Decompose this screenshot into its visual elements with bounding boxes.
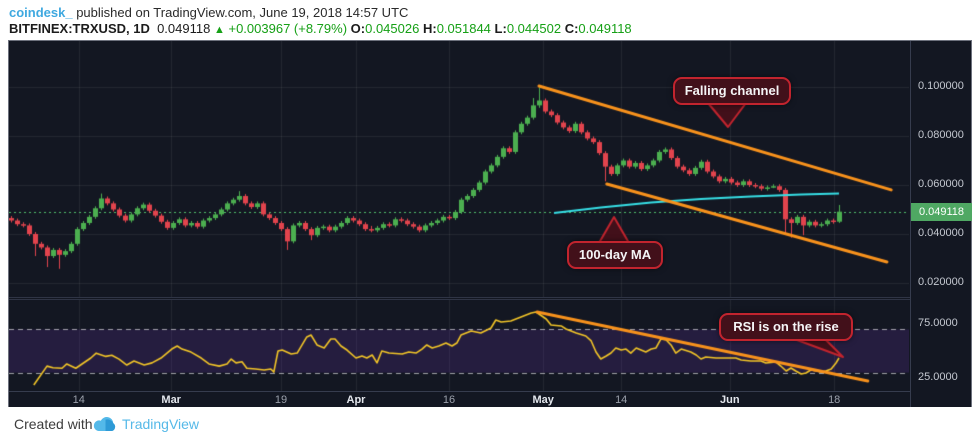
price-tick-label: 0.100000	[918, 80, 964, 92]
price-change: +0.003967 (+8.79%)	[228, 21, 348, 36]
published-text: published on TradingView.com, June 19, 2…	[72, 5, 409, 20]
high-value: 0.051844	[436, 21, 491, 36]
price-tick-label: 0.040000	[918, 227, 964, 239]
footer: Created with TradingView	[0, 407, 975, 442]
ohlc-readout: O:0.045026 H:0.051844 L:0.044502 C:0.049…	[351, 21, 632, 36]
tradingview-logo-icon[interactable]	[92, 415, 118, 438]
rsi-tick-label: 75.0000	[918, 317, 958, 329]
time-tick-label: 14	[615, 394, 628, 406]
author-link[interactable]: coindesk_	[9, 5, 73, 20]
price-tick-label: 0.020000	[918, 276, 964, 288]
time-tick-label: 19	[274, 394, 288, 406]
chart-block: 14 Mar 19 Apr 16 May 14 Jun 18 0.049118 0.100000…	[8, 40, 972, 409]
pane-separator[interactable]	[9, 297, 971, 300]
publish-info: coindesk_ published on TradingView.com, …	[9, 5, 408, 20]
header: coindesk_ published on TradingView.com, …	[0, 0, 975, 40]
time-axis[interactable]: 14 Mar 19 Apr 16 May 14 Jun 18	[9, 391, 971, 408]
time-tick-label: 18	[828, 394, 841, 406]
close-value: 0.049118	[578, 21, 632, 36]
time-tick-label: 16	[442, 394, 456, 406]
price-axis[interactable]: 0.049118 0.100000 0.080000 0.060000 0.04000…	[910, 41, 972, 408]
time-tick-label: Apr	[346, 394, 366, 406]
time-tick-label: Mar	[161, 394, 181, 406]
time-tick-label: Jun	[720, 394, 740, 406]
up-arrow-icon: ▲	[213, 24, 225, 36]
symbol-line: BITFINEX:TRXUSD, 1D 0.049118 ▲ +0.003967…	[9, 21, 632, 36]
callout-100-day-ma[interactable]: 100-day MA	[567, 241, 663, 269]
open-value: 0.045026	[365, 21, 420, 36]
last-price-badge: 0.049118	[911, 202, 972, 221]
created-with-text: Created with	[14, 416, 93, 432]
high-label: H:	[422, 21, 437, 36]
last-price: 0.049118	[157, 21, 211, 36]
low-label: L:	[494, 21, 507, 36]
callout-falling-channel[interactable]: Falling channel	[673, 77, 791, 105]
low-value: 0.044502	[506, 21, 562, 36]
time-tick-label: May	[532, 394, 554, 406]
rsi-tick-label: 25.0000	[918, 371, 958, 383]
open-label: O:	[350, 21, 366, 36]
callout-rsi-rise[interactable]: RSI is on the rise	[719, 313, 853, 341]
price-tick-label: 0.080000	[918, 129, 964, 141]
close-label: C:	[564, 21, 579, 36]
symbol-name: BITFINEX:TRXUSD, 1D	[9, 21, 150, 36]
time-tick-label: 14	[72, 394, 85, 406]
price-tick-label: 0.060000	[918, 178, 964, 190]
tradingview-brand-link[interactable]: TradingView	[122, 416, 200, 432]
